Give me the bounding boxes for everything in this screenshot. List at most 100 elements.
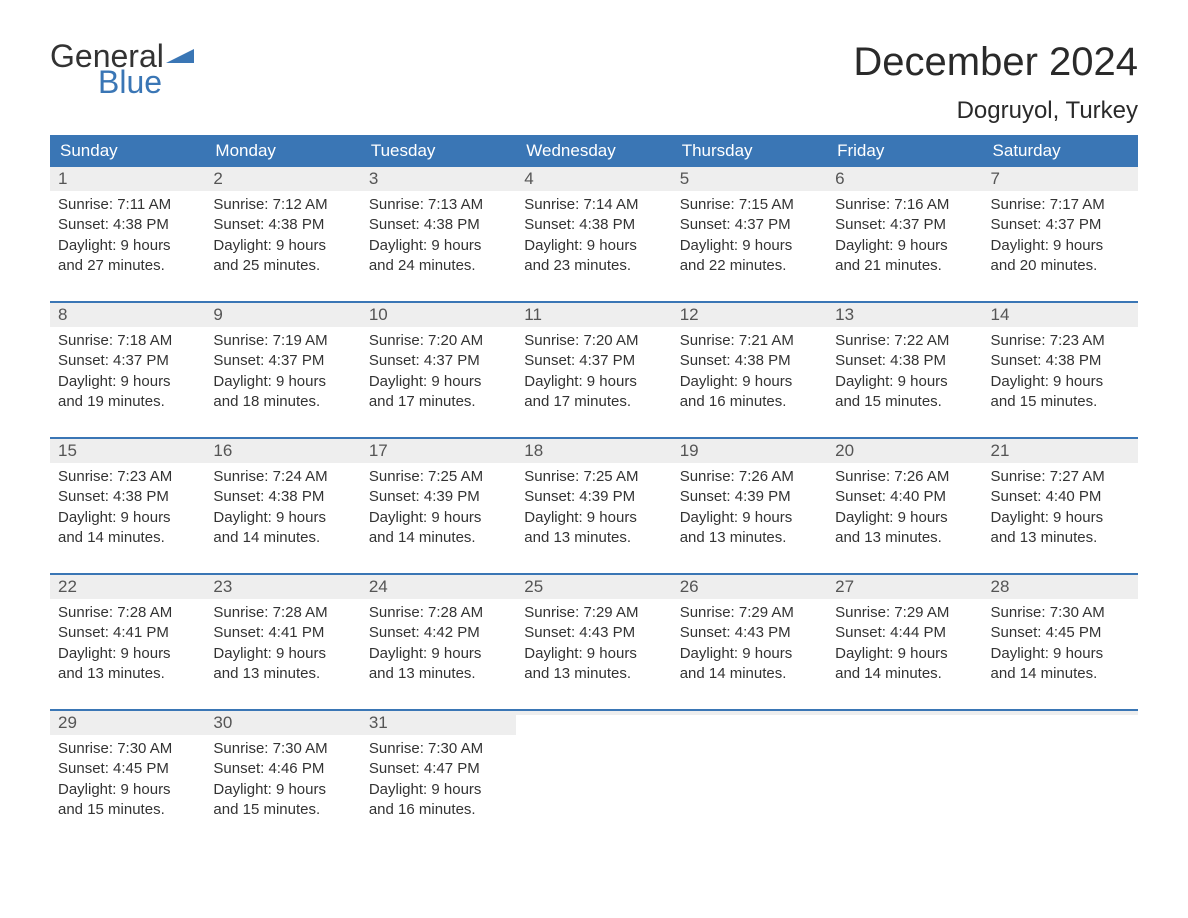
daylight2-text: and 25 minutes.: [213, 256, 352, 276]
daylight2-text: and 14 minutes.: [835, 664, 974, 684]
day-number: 12: [672, 303, 827, 327]
day-cell: 16Sunrise: 7:24 AMSunset: 4:38 PMDayligh…: [205, 439, 360, 559]
daylight2-text: and 13 minutes.: [680, 528, 819, 548]
day-cell: 20Sunrise: 7:26 AMSunset: 4:40 PMDayligh…: [827, 439, 982, 559]
day-cell: 5Sunrise: 7:15 AMSunset: 4:37 PMDaylight…: [672, 167, 827, 287]
day-cell: 14Sunrise: 7:23 AMSunset: 4:38 PMDayligh…: [983, 303, 1138, 423]
week-spacer: [50, 695, 1138, 709]
daylight1-text: Daylight: 9 hours: [369, 372, 508, 392]
sunset-text: Sunset: 4:45 PM: [991, 623, 1130, 643]
daylight1-text: Daylight: 9 hours: [58, 508, 197, 528]
weekday-header: Thursday: [672, 135, 827, 167]
sunrise-text: Sunrise: 7:17 AM: [991, 195, 1130, 215]
day-cell: [983, 711, 1138, 831]
day-content: [516, 715, 671, 729]
daylight2-text: and 13 minutes.: [213, 664, 352, 684]
day-content: Sunrise: 7:16 AMSunset: 4:37 PMDaylight:…: [827, 191, 982, 286]
day-content: Sunrise: 7:28 AMSunset: 4:41 PMDaylight:…: [205, 599, 360, 694]
day-cell: 21Sunrise: 7:27 AMSunset: 4:40 PMDayligh…: [983, 439, 1138, 559]
sunrise-text: Sunrise: 7:28 AM: [58, 603, 197, 623]
sunrise-text: Sunrise: 7:20 AM: [369, 331, 508, 351]
sunset-text: Sunset: 4:38 PM: [213, 215, 352, 235]
day-cell: 23Sunrise: 7:28 AMSunset: 4:41 PMDayligh…: [205, 575, 360, 695]
day-content: Sunrise: 7:18 AMSunset: 4:37 PMDaylight:…: [50, 327, 205, 422]
daylight1-text: Daylight: 9 hours: [991, 508, 1130, 528]
day-number: 21: [983, 439, 1138, 463]
daylight2-text: and 23 minutes.: [524, 256, 663, 276]
day-cell: 8Sunrise: 7:18 AMSunset: 4:37 PMDaylight…: [50, 303, 205, 423]
daylight1-text: Daylight: 9 hours: [213, 780, 352, 800]
sunrise-text: Sunrise: 7:23 AM: [58, 467, 197, 487]
day-content: Sunrise: 7:13 AMSunset: 4:38 PMDaylight:…: [361, 191, 516, 286]
daylight1-text: Daylight: 9 hours: [991, 644, 1130, 664]
day-number: 30: [205, 711, 360, 735]
week-spacer: [50, 287, 1138, 301]
sunset-text: Sunset: 4:37 PM: [58, 351, 197, 371]
sunrise-text: Sunrise: 7:23 AM: [991, 331, 1130, 351]
month-title: December 2024: [853, 40, 1138, 85]
day-content: Sunrise: 7:21 AMSunset: 4:38 PMDaylight:…: [672, 327, 827, 422]
sunset-text: Sunset: 4:39 PM: [524, 487, 663, 507]
sunset-text: Sunset: 4:41 PM: [213, 623, 352, 643]
day-cell: 19Sunrise: 7:26 AMSunset: 4:39 PMDayligh…: [672, 439, 827, 559]
day-number: 19: [672, 439, 827, 463]
sunrise-text: Sunrise: 7:19 AM: [213, 331, 352, 351]
daylight2-text: and 16 minutes.: [369, 800, 508, 820]
day-content: Sunrise: 7:23 AMSunset: 4:38 PMDaylight:…: [50, 463, 205, 558]
sunset-text: Sunset: 4:39 PM: [369, 487, 508, 507]
day-cell: 28Sunrise: 7:30 AMSunset: 4:45 PMDayligh…: [983, 575, 1138, 695]
daylight1-text: Daylight: 9 hours: [991, 372, 1130, 392]
daylight1-text: Daylight: 9 hours: [524, 508, 663, 528]
daylight1-text: Daylight: 9 hours: [680, 508, 819, 528]
daylight2-text: and 13 minutes.: [369, 664, 508, 684]
daylight2-text: and 27 minutes.: [58, 256, 197, 276]
day-cell: 31Sunrise: 7:30 AMSunset: 4:47 PMDayligh…: [361, 711, 516, 831]
day-content: Sunrise: 7:23 AMSunset: 4:38 PMDaylight:…: [983, 327, 1138, 422]
sunset-text: Sunset: 4:37 PM: [680, 215, 819, 235]
week-row: 8Sunrise: 7:18 AMSunset: 4:37 PMDaylight…: [50, 301, 1138, 423]
day-number: 23: [205, 575, 360, 599]
day-content: Sunrise: 7:14 AMSunset: 4:38 PMDaylight:…: [516, 191, 671, 286]
weekday-header: Monday: [205, 135, 360, 167]
day-cell: 27Sunrise: 7:29 AMSunset: 4:44 PMDayligh…: [827, 575, 982, 695]
sunrise-text: Sunrise: 7:26 AM: [835, 467, 974, 487]
daylight1-text: Daylight: 9 hours: [369, 236, 508, 256]
day-content: Sunrise: 7:30 AMSunset: 4:46 PMDaylight:…: [205, 735, 360, 830]
sunrise-text: Sunrise: 7:28 AM: [369, 603, 508, 623]
daylight2-text: and 14 minutes.: [213, 528, 352, 548]
daylight1-text: Daylight: 9 hours: [835, 508, 974, 528]
week-row: 22Sunrise: 7:28 AMSunset: 4:41 PMDayligh…: [50, 573, 1138, 695]
day-number: 27: [827, 575, 982, 599]
daylight2-text: and 14 minutes.: [680, 664, 819, 684]
daylight2-text: and 14 minutes.: [58, 528, 197, 548]
daylight2-text: and 21 minutes.: [835, 256, 974, 276]
week-row: 29Sunrise: 7:30 AMSunset: 4:45 PMDayligh…: [50, 709, 1138, 831]
weekday-header: Tuesday: [361, 135, 516, 167]
day-number: 4: [516, 167, 671, 191]
weekday-header: Friday: [827, 135, 982, 167]
day-content: Sunrise: 7:30 AMSunset: 4:45 PMDaylight:…: [983, 599, 1138, 694]
day-cell: 6Sunrise: 7:16 AMSunset: 4:37 PMDaylight…: [827, 167, 982, 287]
daylight1-text: Daylight: 9 hours: [369, 644, 508, 664]
daylight1-text: Daylight: 9 hours: [680, 372, 819, 392]
day-number: 29: [50, 711, 205, 735]
sunrise-text: Sunrise: 7:30 AM: [369, 739, 508, 759]
day-number: 8: [50, 303, 205, 327]
daylight1-text: Daylight: 9 hours: [835, 372, 974, 392]
day-cell: 26Sunrise: 7:29 AMSunset: 4:43 PMDayligh…: [672, 575, 827, 695]
day-content: Sunrise: 7:22 AMSunset: 4:38 PMDaylight:…: [827, 327, 982, 422]
day-number: 17: [361, 439, 516, 463]
daylight2-text: and 22 minutes.: [680, 256, 819, 276]
day-cell: 25Sunrise: 7:29 AMSunset: 4:43 PMDayligh…: [516, 575, 671, 695]
day-content: Sunrise: 7:15 AMSunset: 4:37 PMDaylight:…: [672, 191, 827, 286]
sunrise-text: Sunrise: 7:16 AM: [835, 195, 974, 215]
sunset-text: Sunset: 4:38 PM: [835, 351, 974, 371]
day-content: Sunrise: 7:29 AMSunset: 4:44 PMDaylight:…: [827, 599, 982, 694]
day-number: 11: [516, 303, 671, 327]
day-number: 26: [672, 575, 827, 599]
daylight1-text: Daylight: 9 hours: [369, 780, 508, 800]
sunset-text: Sunset: 4:38 PM: [58, 215, 197, 235]
daylight1-text: Daylight: 9 hours: [835, 644, 974, 664]
sunrise-text: Sunrise: 7:29 AM: [524, 603, 663, 623]
day-number: 3: [361, 167, 516, 191]
